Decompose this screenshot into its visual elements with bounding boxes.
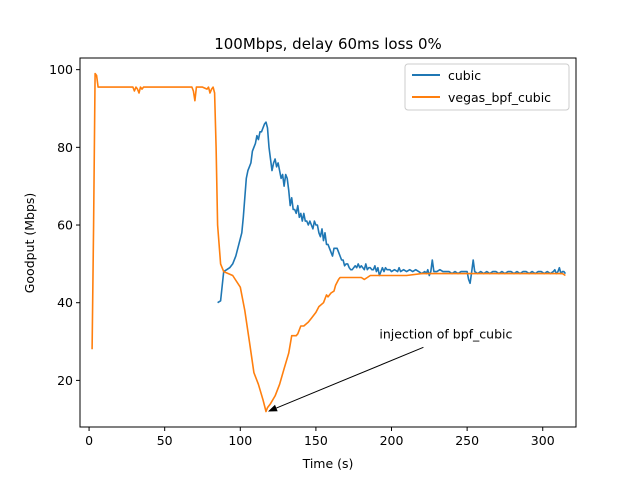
plot-area-frame [79, 57, 577, 428]
x-tick-label: 250 [455, 433, 479, 448]
annotation-arrow-line [276, 346, 424, 409]
annotation: injection of bpf_cubic [268, 326, 513, 412]
series-lines [91, 72, 567, 413]
legend-label-cubic: cubic [448, 68, 481, 83]
y-axis-label: Goodput (Mbps) [22, 193, 37, 294]
legend-box [404, 63, 570, 111]
x-tick-label: 300 [531, 433, 555, 448]
x-tick-label: 50 [157, 433, 173, 448]
y-tick-label: 20 [57, 373, 73, 388]
x-tick-label: 200 [380, 433, 404, 448]
x-tick-label: 0 [85, 433, 93, 448]
annotation-arrowhead [268, 404, 278, 412]
y-tick-label: 80 [57, 140, 73, 155]
annotation-text: injection of bpf_cubic [379, 326, 512, 341]
legend: cubic vegas_bpf_cubic [404, 63, 570, 111]
x-axis-ticks: 0 50 100 150 200 250 300 [85, 427, 555, 448]
series-line-vegas-bpf-cubic [91, 72, 566, 413]
x-axis-label: Time (s) [302, 456, 354, 471]
x-tick-label: 100 [228, 433, 252, 448]
x-tick-label: 150 [304, 433, 328, 448]
y-tick-label: 60 [57, 218, 73, 233]
y-axis-ticks: 20 40 60 80 100 [49, 62, 80, 388]
y-tick-label: 40 [57, 295, 73, 310]
y-tick-label: 100 [49, 62, 73, 77]
chart-title: 100Mbps, delay 60ms loss 0% [214, 35, 442, 53]
legend-label-vegas-bpf-cubic: vegas_bpf_cubic [448, 90, 551, 105]
